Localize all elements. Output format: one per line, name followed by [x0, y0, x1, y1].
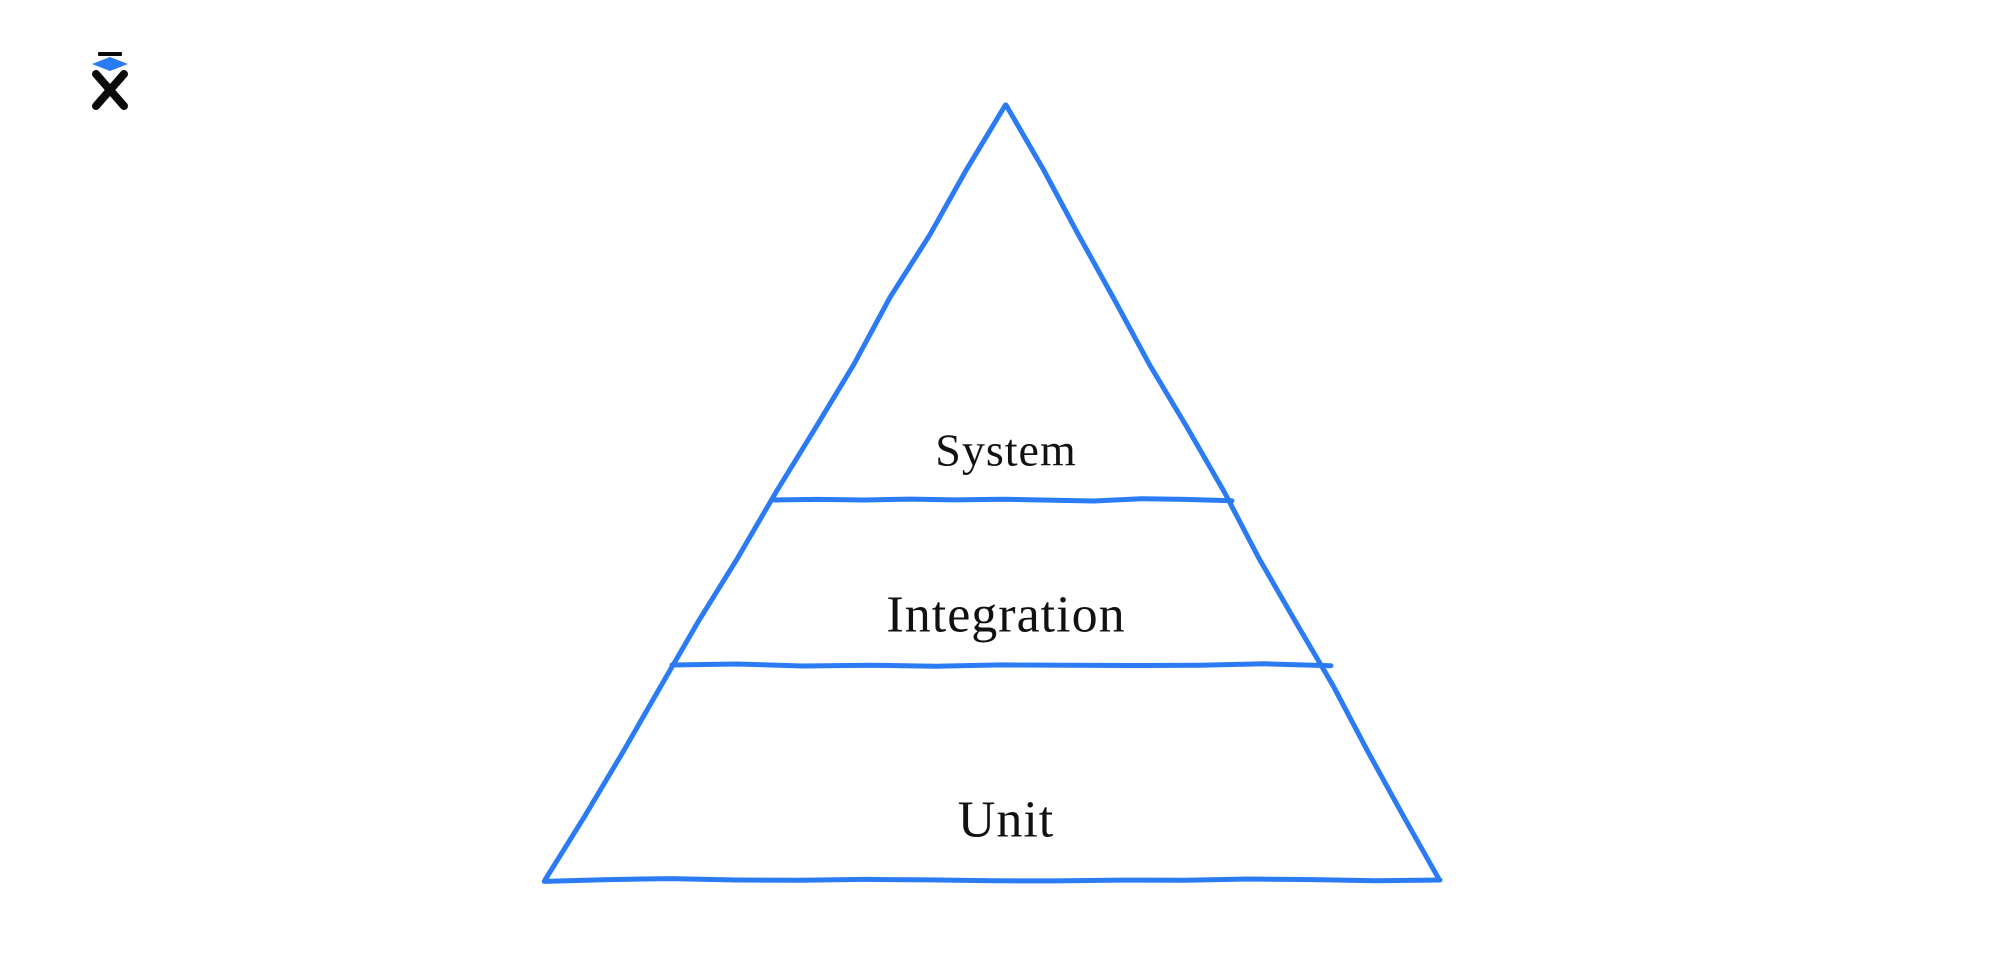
tier-label-unit: Unit	[958, 791, 1054, 850]
tier-label-system: System	[935, 424, 1076, 477]
diagram-canvas: System Integration Unit	[0, 0, 2001, 978]
tier-label-integration: Integration	[886, 586, 1125, 645]
